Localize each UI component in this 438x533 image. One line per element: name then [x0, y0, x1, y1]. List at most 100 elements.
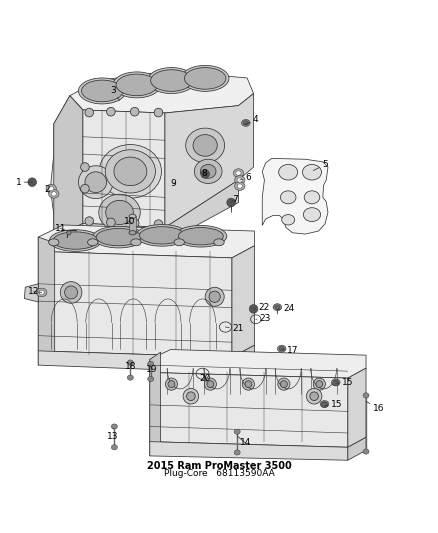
Ellipse shape	[313, 378, 325, 390]
Ellipse shape	[113, 72, 161, 98]
Ellipse shape	[249, 304, 258, 313]
Ellipse shape	[241, 119, 250, 126]
Ellipse shape	[78, 78, 126, 104]
Ellipse shape	[81, 184, 89, 193]
Ellipse shape	[111, 445, 117, 450]
Ellipse shape	[148, 376, 154, 382]
Ellipse shape	[51, 192, 57, 196]
Ellipse shape	[363, 449, 369, 454]
Text: 6: 6	[240, 173, 251, 182]
Ellipse shape	[209, 291, 220, 302]
Text: 4: 4	[245, 115, 258, 125]
Ellipse shape	[28, 178, 36, 187]
Polygon shape	[232, 345, 254, 373]
Ellipse shape	[201, 169, 209, 178]
Polygon shape	[50, 96, 83, 238]
Ellipse shape	[88, 239, 98, 246]
Ellipse shape	[320, 401, 329, 407]
Ellipse shape	[178, 228, 223, 245]
Ellipse shape	[321, 402, 328, 407]
Text: 2: 2	[44, 185, 53, 194]
Ellipse shape	[237, 184, 242, 188]
Ellipse shape	[106, 218, 115, 227]
Ellipse shape	[306, 389, 322, 404]
Ellipse shape	[93, 227, 145, 248]
Ellipse shape	[116, 74, 158, 96]
Ellipse shape	[168, 381, 175, 387]
Text: 2015 Ram ProMaster 3500: 2015 Ram ProMaster 3500	[147, 461, 291, 471]
Ellipse shape	[85, 108, 94, 117]
Text: 15: 15	[325, 400, 342, 409]
Ellipse shape	[333, 380, 338, 384]
Polygon shape	[38, 252, 232, 357]
Ellipse shape	[279, 165, 298, 180]
Ellipse shape	[127, 375, 134, 380]
Text: 20: 20	[200, 374, 211, 383]
Ellipse shape	[273, 304, 282, 311]
Ellipse shape	[233, 169, 244, 177]
Polygon shape	[83, 223, 165, 243]
Ellipse shape	[49, 187, 54, 191]
Ellipse shape	[85, 172, 106, 192]
Ellipse shape	[129, 214, 136, 219]
Ellipse shape	[85, 217, 94, 225]
Text: 7: 7	[231, 196, 238, 204]
Ellipse shape	[60, 281, 82, 303]
Ellipse shape	[193, 135, 217, 156]
Ellipse shape	[154, 108, 163, 117]
Ellipse shape	[237, 178, 242, 182]
Ellipse shape	[201, 165, 216, 178]
Ellipse shape	[304, 191, 320, 204]
Ellipse shape	[65, 286, 78, 299]
Polygon shape	[38, 351, 232, 373]
Ellipse shape	[49, 190, 59, 198]
Text: 15: 15	[336, 378, 353, 387]
Text: 24: 24	[277, 303, 294, 312]
Text: 13: 13	[107, 428, 119, 440]
Ellipse shape	[245, 381, 252, 387]
Text: Plug-Core   68113590AA: Plug-Core 68113590AA	[164, 469, 274, 478]
Polygon shape	[150, 373, 348, 447]
Ellipse shape	[78, 166, 113, 199]
Ellipse shape	[127, 360, 134, 365]
Ellipse shape	[148, 68, 195, 93]
Polygon shape	[150, 352, 161, 456]
Ellipse shape	[234, 450, 240, 455]
Ellipse shape	[129, 231, 136, 235]
Ellipse shape	[275, 305, 280, 309]
Ellipse shape	[49, 239, 59, 246]
Ellipse shape	[111, 424, 117, 429]
Ellipse shape	[96, 229, 141, 246]
Bar	[129, 216, 136, 233]
Ellipse shape	[49, 230, 101, 252]
Ellipse shape	[99, 195, 140, 231]
Ellipse shape	[151, 70, 192, 91]
Text: 17: 17	[282, 346, 299, 355]
Ellipse shape	[277, 345, 286, 352]
Ellipse shape	[194, 159, 222, 183]
Polygon shape	[54, 96, 83, 238]
Ellipse shape	[99, 144, 162, 198]
Ellipse shape	[236, 171, 241, 175]
Text: 10: 10	[124, 217, 135, 226]
Ellipse shape	[131, 239, 141, 246]
Text: 9: 9	[170, 179, 177, 188]
Text: 21: 21	[226, 324, 244, 333]
Ellipse shape	[166, 378, 177, 390]
Polygon shape	[150, 350, 366, 378]
Ellipse shape	[148, 361, 154, 366]
Ellipse shape	[235, 182, 245, 190]
Text: 12: 12	[28, 287, 42, 296]
Ellipse shape	[81, 80, 123, 102]
Ellipse shape	[106, 107, 115, 116]
Polygon shape	[348, 368, 366, 447]
Ellipse shape	[316, 381, 323, 387]
Ellipse shape	[282, 215, 295, 225]
Text: 3: 3	[110, 86, 120, 100]
Ellipse shape	[131, 219, 139, 228]
Ellipse shape	[136, 224, 188, 246]
Polygon shape	[348, 437, 366, 460]
Ellipse shape	[184, 68, 226, 89]
Polygon shape	[262, 158, 328, 234]
Ellipse shape	[332, 379, 340, 386]
